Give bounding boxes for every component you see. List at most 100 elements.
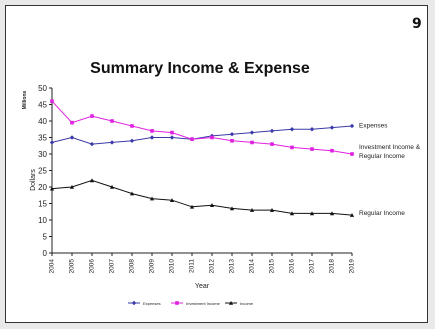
legend-label: Expenses <box>143 301 161 306</box>
data-point <box>309 127 315 132</box>
x-tick-label: 2007 <box>109 259 116 274</box>
data-point <box>170 130 174 135</box>
y-axis-ticks: 0 5 10 15 20 25 30 35 40 45 50 <box>38 84 52 258</box>
x-tick-label: 2016 <box>289 259 296 274</box>
data-point <box>70 120 74 125</box>
data-point <box>269 208 275 212</box>
data-point <box>210 135 214 140</box>
data-point <box>169 198 175 202</box>
slide <box>5 5 428 323</box>
x-tick-label: 2005 <box>69 259 76 274</box>
y-tick-label: 45 <box>38 101 47 110</box>
series-annotations: Expenses Investment Income & Regular Incom… <box>359 122 421 216</box>
y-axis-unit: Millions <box>22 90 28 109</box>
data-point <box>270 142 274 146</box>
x-tick-label: 2008 <box>129 259 136 274</box>
legend-label: Income <box>240 301 254 306</box>
series-income <box>49 178 355 217</box>
data-point <box>349 212 355 217</box>
data-point <box>49 140 55 145</box>
page-number: 9 <box>412 16 422 32</box>
data-point <box>190 137 194 141</box>
x-tick-label: 2011 <box>189 259 196 273</box>
y-tick-label: 0 <box>43 249 48 258</box>
data-point <box>109 140 115 145</box>
data-point <box>349 123 355 129</box>
data-point <box>69 135 75 140</box>
x-axis-label: Year <box>195 283 210 290</box>
data-point <box>130 124 134 128</box>
annotation-label: Regular Income <box>359 153 405 160</box>
y-axis-label: Dollars <box>30 169 37 191</box>
data-point <box>90 114 94 118</box>
data-point <box>169 135 175 140</box>
data-point <box>110 119 114 123</box>
data-point <box>150 129 154 133</box>
x-tick-label: 2019 <box>349 259 356 274</box>
data-point <box>229 132 235 137</box>
series-line <box>51 125 353 145</box>
series-expenses <box>49 123 355 147</box>
data-point <box>149 196 155 201</box>
y-tick-label: 25 <box>38 167 47 176</box>
series-line <box>51 100 353 155</box>
x-tick-label: 2014 <box>249 259 256 274</box>
data-point <box>310 147 314 151</box>
y-tick-label: 40 <box>38 117 47 126</box>
data-point <box>249 208 255 212</box>
data-point <box>50 99 54 103</box>
data-point <box>289 127 295 132</box>
data-point <box>290 145 294 150</box>
legend-label: Investment Income <box>186 301 221 306</box>
data-point <box>228 300 234 305</box>
data-point <box>350 152 354 156</box>
annotation-label: Expenses <box>359 122 388 129</box>
data-point <box>131 300 137 306</box>
y-tick-label: 30 <box>38 150 47 159</box>
data-point <box>149 135 155 140</box>
y-tick-label: 20 <box>38 183 47 192</box>
data-point <box>89 141 95 147</box>
data-point <box>250 140 254 145</box>
data-point <box>309 211 315 216</box>
series-line <box>51 179 353 216</box>
data-point <box>229 206 235 211</box>
x-tick-label: 2018 <box>329 259 336 274</box>
data-point <box>129 191 135 196</box>
data-point <box>109 184 115 189</box>
data-point <box>289 211 295 216</box>
data-point <box>49 186 55 191</box>
x-axis-ticks: 2004 2005 2006 2007 2008 2009 2010 2011 2012 2013… <box>49 253 356 273</box>
annotation-label: Investment Income & <box>359 144 421 151</box>
x-tick-label: 2004 <box>49 259 56 274</box>
data-point <box>249 130 255 135</box>
y-tick-label: 10 <box>38 216 47 225</box>
y-tick-label: 15 <box>38 200 47 209</box>
x-tick-label: 2012 <box>209 259 216 274</box>
data-point <box>69 184 75 189</box>
series-lines <box>49 99 355 217</box>
data-point <box>129 138 135 143</box>
data-point <box>230 139 234 143</box>
x-tick-label: 2015 <box>269 259 276 274</box>
data-point <box>175 301 179 305</box>
chart-axes <box>51 88 352 254</box>
data-point <box>329 211 335 216</box>
chart-title: Summary Income & Expense <box>90 60 310 77</box>
data-point <box>269 128 275 134</box>
data-point <box>329 125 335 130</box>
y-tick-label: 50 <box>38 84 47 93</box>
x-tick-label: 2013 <box>229 259 236 274</box>
x-tick-label: 2010 <box>169 259 176 274</box>
data-point <box>189 204 195 209</box>
series-investment-income <box>50 99 354 156</box>
x-tick-label: 2009 <box>149 259 156 274</box>
x-tick-label: 2017 <box>309 259 316 274</box>
annotation-label: Regular Income <box>359 210 405 217</box>
data-point <box>209 203 215 207</box>
data-point <box>89 178 95 183</box>
y-tick-label: 35 <box>38 134 47 143</box>
y-tick-label: 5 <box>43 233 48 242</box>
chart-legend: Expenses Investment Income Income <box>128 300 254 306</box>
